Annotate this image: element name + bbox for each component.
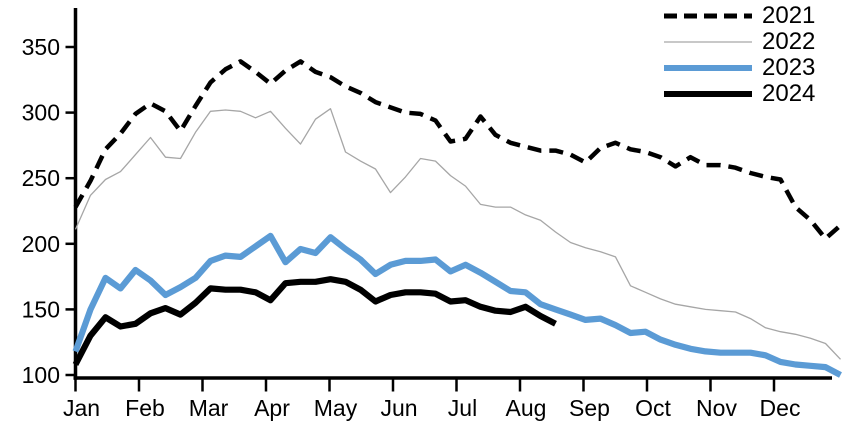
x-tick-label: Aug xyxy=(506,395,547,421)
y-tick-label: 350 xyxy=(22,34,60,60)
legend-swatch-line xyxy=(664,65,752,71)
legend-swatch-line xyxy=(664,41,752,43)
x-tick-label: Mar xyxy=(189,395,229,421)
legend-item-2022: 2022 xyxy=(662,29,815,55)
series-line-2021 xyxy=(73,59,842,241)
y-tick-label: 200 xyxy=(22,231,60,257)
legend-swatch-2022-thin-line-icon xyxy=(662,37,754,47)
legend-swatch-line xyxy=(664,91,752,97)
legend-label-2021: 2021 xyxy=(762,2,816,29)
y-tick-label: 150 xyxy=(22,296,60,322)
y-tick-label: 250 xyxy=(22,165,60,191)
y-tick-label: 100 xyxy=(22,362,60,388)
x-tick-label: Sep xyxy=(569,395,610,421)
legend-label-2024: 2024 xyxy=(762,80,816,107)
x-tick-label: Jan xyxy=(63,395,100,421)
legend-item-2024: 2024 xyxy=(662,81,815,107)
x-tick-label: Oct xyxy=(635,395,671,421)
legend-swatch-2021-dashed-line-icon xyxy=(662,11,754,21)
legend-swatch-2024-black-line-icon xyxy=(662,89,754,99)
legend: 2021 2022 2023 2024 xyxy=(662,3,815,107)
x-tick-label: Apr xyxy=(254,395,290,421)
legend-swatch-2023-blue-line-icon xyxy=(662,63,754,73)
legend-swatch-line xyxy=(664,13,752,19)
x-tick-label: May xyxy=(314,395,358,421)
x-tick-label: Jul xyxy=(448,395,477,421)
series-line-2024 xyxy=(72,276,557,366)
x-tick-label: Feb xyxy=(125,395,165,421)
series-line-2022 xyxy=(74,108,841,360)
x-tick-label: Dec xyxy=(760,395,801,421)
legend-item-2023: 2023 xyxy=(662,55,815,81)
legend-item-2021: 2021 xyxy=(662,3,815,29)
y-tick-label: 300 xyxy=(22,100,60,126)
series-line-2023 xyxy=(72,232,842,378)
legend-label-2022: 2022 xyxy=(762,28,816,55)
x-tick-label: Jun xyxy=(380,395,417,421)
legend-label-2023: 2023 xyxy=(762,54,816,81)
x-tick-label: Nov xyxy=(696,395,737,421)
